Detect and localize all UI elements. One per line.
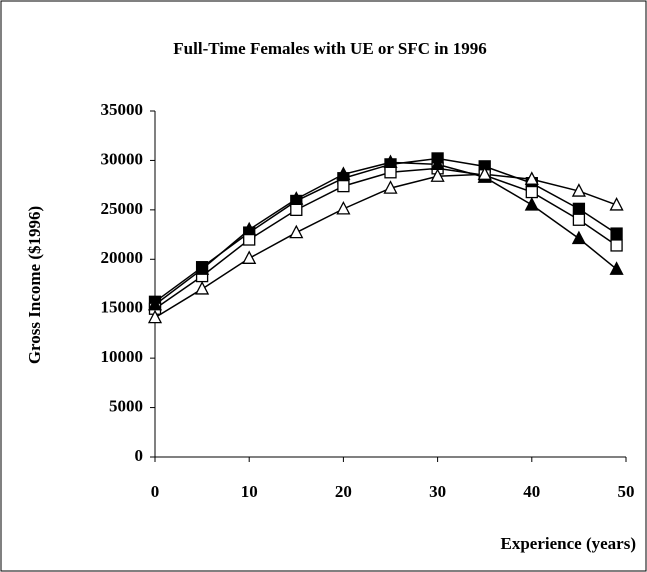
- marker: [195, 261, 210, 275]
- marker: [289, 224, 304, 239]
- marker: [571, 230, 586, 245]
- marker: [383, 180, 398, 194]
- marker: [571, 183, 586, 197]
- marker: [572, 202, 586, 216]
- marker: [243, 233, 256, 246]
- y-tick-label: 20000: [101, 248, 144, 267]
- marker: [384, 166, 397, 179]
- y-tick-label: 15000: [101, 298, 144, 317]
- x-tick-label: 50: [618, 482, 635, 501]
- marker: [430, 168, 445, 182]
- x-tick-label: 30: [429, 482, 446, 501]
- marker: [610, 239, 623, 252]
- y-tick-label: 30000: [101, 149, 144, 168]
- marker: [524, 171, 539, 185]
- x-tick-label: 0: [151, 482, 160, 501]
- marker: [383, 154, 398, 169]
- marker: [242, 250, 257, 264]
- y-axis-label: Gross Income ($1996): [25, 206, 44, 364]
- marker: [336, 200, 351, 215]
- marker: [242, 221, 257, 236]
- marker: [609, 197, 624, 211]
- marker: [147, 309, 163, 324]
- y-tick-label: 25000: [101, 199, 144, 218]
- x-tick-label: 20: [335, 482, 352, 501]
- marker: [609, 261, 624, 275]
- marker: [524, 197, 539, 211]
- y-tick-label: 0: [135, 446, 144, 465]
- marker: [290, 203, 303, 217]
- x-tick-label: 10: [241, 482, 258, 501]
- marker: [195, 281, 210, 295]
- x-tick-label: 40: [523, 482, 540, 501]
- chart-title: Full-Time Females with UE or SFC in 1996: [173, 39, 486, 58]
- y-tick-label: 10000: [101, 347, 144, 366]
- marker: [336, 166, 351, 180]
- y-tick-label: 5000: [109, 396, 143, 415]
- marker: [477, 166, 492, 180]
- marker: [572, 213, 586, 226]
- marker: [289, 191, 304, 205]
- y-tick-label: 35000: [101, 100, 144, 119]
- x-axis-label: Experience (years): [501, 534, 636, 553]
- marker: [525, 185, 538, 199]
- marker: [337, 179, 350, 193]
- marker: [610, 227, 623, 240]
